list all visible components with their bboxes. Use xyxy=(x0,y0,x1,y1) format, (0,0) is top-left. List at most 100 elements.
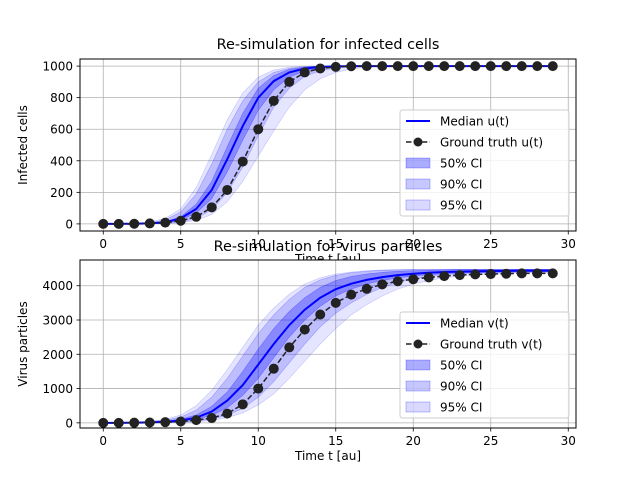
y-tick-label: 2000 xyxy=(42,348,73,362)
virus-particles-chart: 0 5 10 15 20 25 30 0 1000 2000 3000 4000 Time t [au]… xyxy=(16,239,577,463)
ground-truth-point xyxy=(98,218,109,229)
ground-truth-point xyxy=(377,61,388,72)
y-tick-label: 0 xyxy=(65,416,73,430)
chart-title: Re-simulation for virus particles xyxy=(214,239,443,255)
ground-truth-point xyxy=(191,211,202,222)
legend-label: 50% CI xyxy=(440,157,482,171)
ground-truth-point xyxy=(175,215,186,226)
ground-truth-point xyxy=(423,61,434,72)
ground-truth-point xyxy=(439,271,450,282)
ground-truth-point xyxy=(408,61,419,72)
ground-truth-point xyxy=(454,270,465,281)
ground-truth-point xyxy=(144,218,155,229)
ground-truth-point xyxy=(113,417,124,428)
x-tick-label: 20 xyxy=(406,434,421,448)
legend-label: Median u(t) xyxy=(440,115,509,129)
ground-truth-point xyxy=(532,61,543,72)
legend-box xyxy=(399,109,570,217)
x-tick-label: 30 xyxy=(561,434,576,448)
y-tick-label: 1000 xyxy=(42,382,73,396)
ground-truth-point xyxy=(299,324,310,335)
x-tick-label: 0 xyxy=(99,434,107,448)
legend: Median u(t) Ground truth u(t) 50% CI 90% CI… xyxy=(399,109,570,217)
ground-truth-point xyxy=(330,297,341,308)
y-axis-label: Virus particles xyxy=(16,301,30,386)
ground-truth-point xyxy=(206,202,217,213)
ground-truth-point xyxy=(129,218,140,229)
ground-truth-point xyxy=(361,283,372,294)
series-group xyxy=(98,268,558,428)
ground-truth-point xyxy=(160,217,171,228)
legend-handle-marker xyxy=(413,137,423,147)
ground-truth-point xyxy=(470,269,481,280)
legend-label: Ground truth u(t) xyxy=(440,136,543,150)
ground-truth-point xyxy=(454,61,465,72)
legend-box xyxy=(399,311,570,419)
ground-truth-point xyxy=(299,67,310,78)
series-group xyxy=(98,61,558,229)
x-tick-label: 0 xyxy=(99,237,107,251)
ground-truth-point xyxy=(253,124,264,135)
ground-truth-point xyxy=(206,413,217,424)
ground-truth-point xyxy=(253,383,264,394)
ground-truth-point xyxy=(144,417,155,428)
ground-truth-point xyxy=(423,272,434,283)
ground-truth-point xyxy=(222,408,233,419)
x-tick-label: 15 xyxy=(328,434,343,448)
y-tick-label: 400 xyxy=(50,154,73,168)
legend-handle-marker xyxy=(413,339,423,349)
ground-truth-point xyxy=(160,417,171,428)
y-tick-label: 0 xyxy=(65,217,73,231)
y-tick-label: 1000 xyxy=(42,60,73,74)
legend-handle-band xyxy=(405,199,431,211)
ground-truth-point xyxy=(315,309,326,320)
ground-truth-point xyxy=(485,61,496,72)
legend-label: 95% CI xyxy=(440,401,482,415)
legend-label: Median v(t) xyxy=(440,317,509,331)
x-tick-label: 5 xyxy=(177,434,185,448)
legend-label: Ground truth v(t) xyxy=(440,338,543,352)
ground-truth-point xyxy=(547,268,558,279)
ground-truth-point xyxy=(361,61,372,72)
ground-truth-point xyxy=(485,269,496,280)
ground-truth-point xyxy=(346,61,357,72)
x-tick-label: 25 xyxy=(483,237,498,251)
y-tick-label: 4000 xyxy=(42,279,73,293)
ground-truth-point xyxy=(501,268,512,279)
ground-truth-point xyxy=(346,289,357,300)
legend-handle-band xyxy=(405,401,431,413)
legend-label: 90% CI xyxy=(440,178,482,192)
axes-frame xyxy=(79,259,577,429)
ground-truth-point xyxy=(191,415,202,426)
ground-truth-point xyxy=(377,279,388,290)
ground-truth-point xyxy=(129,417,140,428)
ground-truth-point xyxy=(532,268,543,279)
ground-truth-point xyxy=(470,61,481,72)
axes-frame xyxy=(79,58,577,232)
ground-truth-point xyxy=(98,417,109,428)
ground-truth-point xyxy=(330,61,341,72)
legend-handle-band xyxy=(405,380,431,392)
x-tick-label: 10 xyxy=(251,434,266,448)
x-tick-label: 20 xyxy=(406,237,421,251)
x-tick-label: 10 xyxy=(251,237,266,251)
chart-title: Re-simulation for infected cells xyxy=(217,37,440,53)
ground-truth-point xyxy=(284,76,295,87)
x-tick-label: 30 xyxy=(561,237,576,251)
ground-truth-point xyxy=(268,363,279,374)
ground-truth-point xyxy=(392,276,403,287)
ground-truth-point xyxy=(408,274,419,285)
x-tick-label: 25 xyxy=(483,434,498,448)
ground-truth-point xyxy=(516,61,527,72)
y-tick-label: 200 xyxy=(50,186,73,200)
ground-truth-point xyxy=(237,399,248,410)
legend-label: 95% CI xyxy=(440,199,482,213)
y-axis-label: Infected cells xyxy=(16,105,30,185)
legend-handle-band xyxy=(405,359,431,371)
y-tick-label: 800 xyxy=(50,91,73,105)
legend-label: 90% CI xyxy=(440,380,482,394)
x-tick-label: 15 xyxy=(328,237,343,251)
ground-truth-point xyxy=(315,63,326,74)
